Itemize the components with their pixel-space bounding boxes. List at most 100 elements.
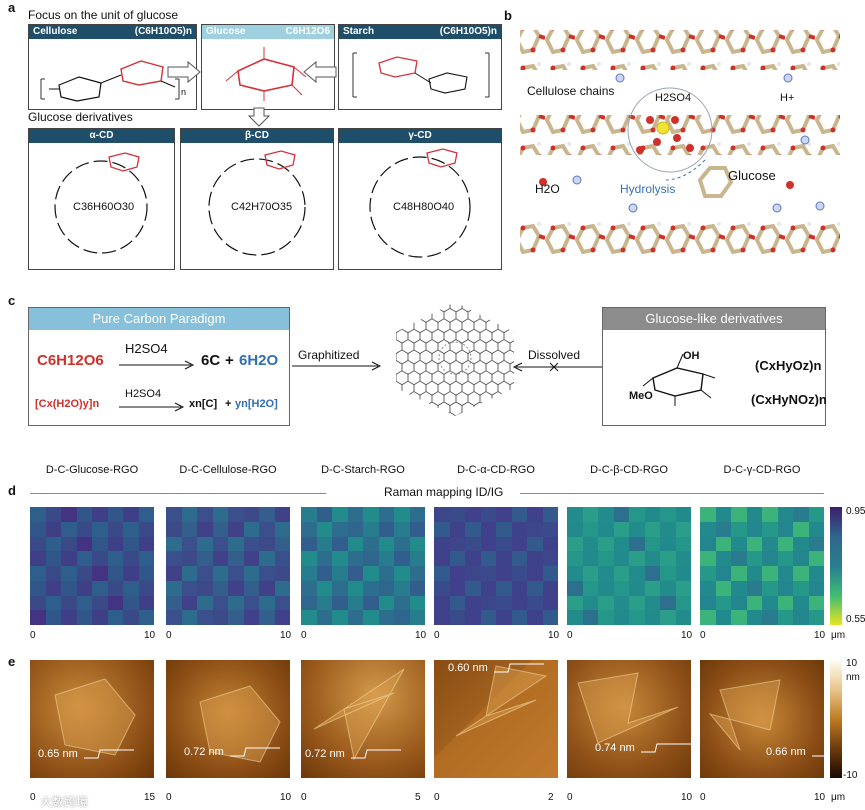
height-profile <box>812 755 824 757</box>
afm-image: 0.72 nm <box>301 660 425 778</box>
raman-colorbar-max: 0.95 <box>846 506 865 517</box>
afm-image: 0.65 nm <box>30 660 154 778</box>
panel-a-letter: a <box>8 0 16 15</box>
raman-colorbar <box>830 507 842 625</box>
afm-tick-end: 15 <box>144 792 156 803</box>
raman-map <box>700 507 824 625</box>
raman-rule-left <box>30 493 326 494</box>
graphene-lattice <box>396 302 514 416</box>
pure-carbon-box: Pure Carbon Paradigm C6H12O6 H2SO4 6C + … <box>28 307 290 426</box>
afm-tick-start: 0 <box>567 792 573 803</box>
hplus-label: H+ <box>780 92 795 104</box>
methylglucose-structure <box>642 353 716 406</box>
afm-tick-end: 10 <box>681 792 693 803</box>
afm-tick-start: 0 <box>434 792 440 803</box>
eq1-rhs-w: 6H2O <box>239 352 279 369</box>
sample-title: D-C-α-CD-RGO <box>457 464 535 476</box>
gamma-cd-formula: C48H80O40 <box>393 201 455 213</box>
afm-flakes <box>455 663 548 737</box>
dissolved-arrow <box>512 362 602 372</box>
eq1-lhs: C6H12O6 <box>37 352 104 369</box>
thickness-label: 0.72 nm <box>184 746 224 758</box>
cellulose-formula: (C6H10O5)n <box>134 26 192 37</box>
afm-tick-end: 5 <box>415 792 421 803</box>
pure-carbon-title: Pure Carbon Paradigm <box>29 308 289 330</box>
cellulose-n: n <box>181 87 187 97</box>
afm-unit: μm <box>831 792 846 803</box>
glucose-structure <box>225 47 307 101</box>
thickness-label: 0.66 nm <box>766 746 806 758</box>
panel-c-letter: c <box>8 293 16 308</box>
afm-image: 0.60 nm <box>434 660 558 778</box>
gamma-cd-ring <box>369 148 471 258</box>
starch-box: Starch (C6H10O5)n <box>338 24 502 110</box>
eq2-rhs-w: yn[H2O] <box>235 398 278 410</box>
raman-tick-start: 0 <box>301 630 307 641</box>
afm-tick-end: 10 <box>280 792 292 803</box>
starch-head: Starch (C6H10O5)n <box>339 25 501 39</box>
raman-tick-end: 10 <box>280 630 292 641</box>
raman-map <box>567 507 691 625</box>
afm-image: 0.66 nm <box>700 660 824 778</box>
eq2-lhs: [Cx(H2O)y]n <box>35 398 100 410</box>
graphitized-arrow <box>292 361 382 371</box>
alpha-cd-formula: C36H60O30 <box>73 201 135 213</box>
raman-tick-end: 10 <box>681 630 693 641</box>
height-profile <box>351 749 401 759</box>
glucose-formula: C6H12O6 <box>285 26 330 37</box>
height-profile <box>494 663 544 673</box>
afm-colorbar-unit: nm <box>846 672 860 683</box>
meo-label: MeO <box>629 390 653 402</box>
hydrolysis-arrow <box>664 159 706 181</box>
panel-a-header: Focus on the unit of glucose <box>28 8 179 22</box>
afm-tick-start: 0 <box>166 792 172 803</box>
starch-structure <box>352 52 490 98</box>
height-profile <box>641 743 691 753</box>
raman-tick-start: 0 <box>166 630 172 641</box>
raman-tick-start: 0 <box>434 630 440 641</box>
h2o-label: H2O <box>535 182 560 196</box>
panel-d-letter: d <box>8 483 16 498</box>
eq2-plus: + <box>225 398 232 410</box>
height-profile <box>84 749 134 759</box>
released-glucose <box>697 166 734 198</box>
raman-tick-end: 10 <box>415 630 427 641</box>
h2so4-label: H2SO4 <box>655 92 692 104</box>
panel-b-letter: b <box>504 8 512 23</box>
sulfur-atom <box>656 121 670 135</box>
cellulose-chains-label: Cellulose chains <box>527 84 615 98</box>
eq2-rhs-c: xn[C] <box>189 398 218 410</box>
beta-cd-box: β-CD C42H70O35 <box>180 128 334 270</box>
glucose-like-box: Glucose-like derivatives MeO OH (CxHyOz)… <box>602 307 827 426</box>
glucose-head: Glucose C6H12O6 <box>202 25 334 39</box>
eq1-arrow <box>119 360 195 370</box>
raman-colorbar-min: 0.55 <box>846 614 865 625</box>
hydrolysis-label: Hydrolysis <box>620 182 676 196</box>
derivatives-header: Glucose derivatives <box>28 110 133 124</box>
raman-map <box>30 507 154 625</box>
oh-label: OH <box>683 350 700 362</box>
sample-title: D-C-Starch-RGO <box>321 464 405 476</box>
afm-tick-start: 0 <box>30 792 36 803</box>
cellulose-chain-top <box>520 30 840 70</box>
sample-title: D-C-β-CD-RGO <box>590 464 668 476</box>
afm-flakes <box>577 672 691 753</box>
eq1-rhs-c: 6C <box>201 352 221 369</box>
raman-tick-start: 0 <box>700 630 706 641</box>
raman-map <box>434 507 558 625</box>
sample-title: D-C-γ-CD-RGO <box>723 464 801 476</box>
glucose-b-label: Glucose <box>728 168 776 183</box>
cellulose-chain-middle <box>520 115 840 155</box>
eq2-reagent: H2SO4 <box>125 388 162 400</box>
afm-image: 0.72 nm <box>166 660 290 778</box>
raman-rule-right <box>520 493 824 494</box>
raman-tick-start: 0 <box>30 630 36 641</box>
thickness-label: 0.60 nm <box>448 662 488 674</box>
gamma-cd-box: γ-CD C48H80O40 <box>338 128 502 270</box>
beta-cd-ring <box>208 150 306 256</box>
height-profile <box>230 747 280 757</box>
afm-flakes <box>313 668 405 761</box>
afm-flakes <box>54 678 136 759</box>
arrow-cellulose-to-glucose <box>167 60 201 84</box>
formula-cxhynoz: (CxHyNOz)n <box>751 392 827 407</box>
